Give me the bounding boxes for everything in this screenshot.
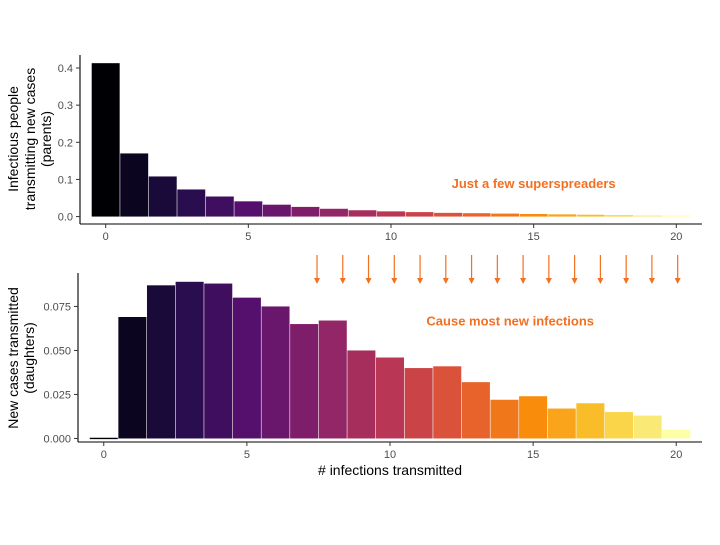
bar-bottom-18: [604, 412, 634, 439]
bottom-panel: 0 5 10 15 20 0.000 0.025 0.050 0.075 New cases tr…: [5, 273, 702, 478]
y-tick-label: 0.4: [58, 63, 73, 75]
y-tick-label: 0.1: [58, 174, 73, 186]
bar-bottom-9: [347, 350, 376, 439]
arrow-5: [417, 255, 424, 284]
arrow-6: [442, 255, 449, 284]
x-tick-label: 5: [244, 449, 250, 461]
x-tick-label: 0: [103, 231, 109, 243]
bar-top-12: [434, 212, 463, 217]
arrow-15: [674, 255, 681, 284]
y-tick-label: 0.2: [58, 137, 73, 149]
bar-bottom-5: [232, 297, 261, 439]
bar-bottom-6: [261, 306, 290, 439]
bar-bottom-19: [633, 415, 662, 439]
arrow-9: [520, 255, 527, 284]
bar-bottom-7: [290, 324, 319, 439]
arrow-14: [648, 255, 655, 284]
bar-top-5: [234, 201, 263, 217]
y-axis-label-line-1: Infectious people: [5, 86, 21, 192]
bar-top-10: [377, 211, 405, 217]
top-panel: 0 5 10 15 20 0.0 0.1 0.2 0.3 0.4 Infectious people…: [5, 55, 702, 243]
bar-bottom-17: [576, 403, 605, 439]
y-axis-label-line-3: (parents): [38, 111, 54, 167]
y-tick-label: 0.3: [58, 100, 73, 112]
x-tick-label: 20: [670, 449, 682, 461]
bar-top-8: [319, 208, 348, 217]
bar-top-2: [148, 176, 177, 217]
bar-bottom-16: [547, 408, 576, 439]
x-tick-label: 10: [384, 449, 396, 461]
annotation-superspreaders: Just a few superspreaders: [452, 176, 616, 191]
bar-top-11: [405, 212, 434, 217]
arrow-group: [314, 255, 681, 284]
arrow-3: [365, 255, 372, 284]
arrow-8: [494, 255, 501, 284]
bar-top-20: [662, 215, 691, 217]
bar-bottom-12: [433, 366, 462, 439]
bar-bottom-1: [118, 317, 147, 439]
arrow-4: [391, 255, 398, 284]
x-tick-label: 20: [670, 231, 682, 243]
bar-bottom-20: [662, 429, 691, 439]
y-axis-label-line-1: New cases transmitted: [5, 287, 21, 429]
bar-bottom-10: [375, 357, 405, 439]
bar-top-15: [519, 213, 548, 217]
arrow-13: [623, 255, 630, 284]
bar-top-4: [205, 196, 234, 217]
y-tick-label: 0.000: [43, 433, 71, 445]
arrow-7: [468, 255, 475, 284]
bar-bottom-15: [519, 396, 548, 439]
arrow-12: [597, 255, 604, 284]
y-tick-label: 0.075: [43, 301, 71, 313]
bar-top-0: [91, 63, 120, 217]
bar-top-1: [120, 153, 149, 217]
bar-top-17: [576, 214, 605, 217]
arrow-1: [314, 255, 321, 284]
x-tick-label: 15: [528, 231, 540, 243]
annotation-most-infections: Cause most new infections: [426, 313, 594, 328]
x-tick-label: 5: [245, 231, 251, 243]
x-tick-label: 10: [385, 231, 397, 243]
arrow-10: [545, 255, 552, 284]
bar-top-18: [605, 215, 634, 217]
bar-top-19: [633, 215, 662, 217]
arrow-11: [571, 255, 578, 284]
y-tick-label: 0.050: [43, 345, 71, 357]
x-tick-label: 0: [101, 449, 107, 461]
bar-bottom-11: [404, 368, 433, 439]
x-axis-label: # infections transmitted: [318, 462, 462, 478]
y-tick-label: 0.025: [43, 389, 71, 401]
bar-bottom-8: [318, 320, 347, 439]
bar-bottom-4: [204, 283, 233, 439]
bar-bottom-14: [490, 399, 519, 439]
bar-bottom-2: [146, 285, 176, 439]
y-tick-label: 0.0: [58, 212, 73, 224]
bar-top-3: [177, 189, 206, 217]
bar-bottom-13: [461, 382, 490, 439]
bar-top-9: [348, 210, 377, 217]
bar-bottom-3: [175, 281, 204, 439]
y-axis-label-line-2: transmitting new cases: [22, 68, 38, 210]
bar-top-7: [291, 206, 320, 217]
bar-top-14: [491, 213, 520, 217]
x-tick-label: 15: [527, 449, 539, 461]
bar-top-13: [462, 213, 491, 217]
y-axis-label-line-2: (daughters): [21, 322, 37, 394]
bar-top-16: [548, 214, 577, 217]
arrow-2: [339, 255, 346, 284]
bar-top-6: [262, 204, 291, 217]
